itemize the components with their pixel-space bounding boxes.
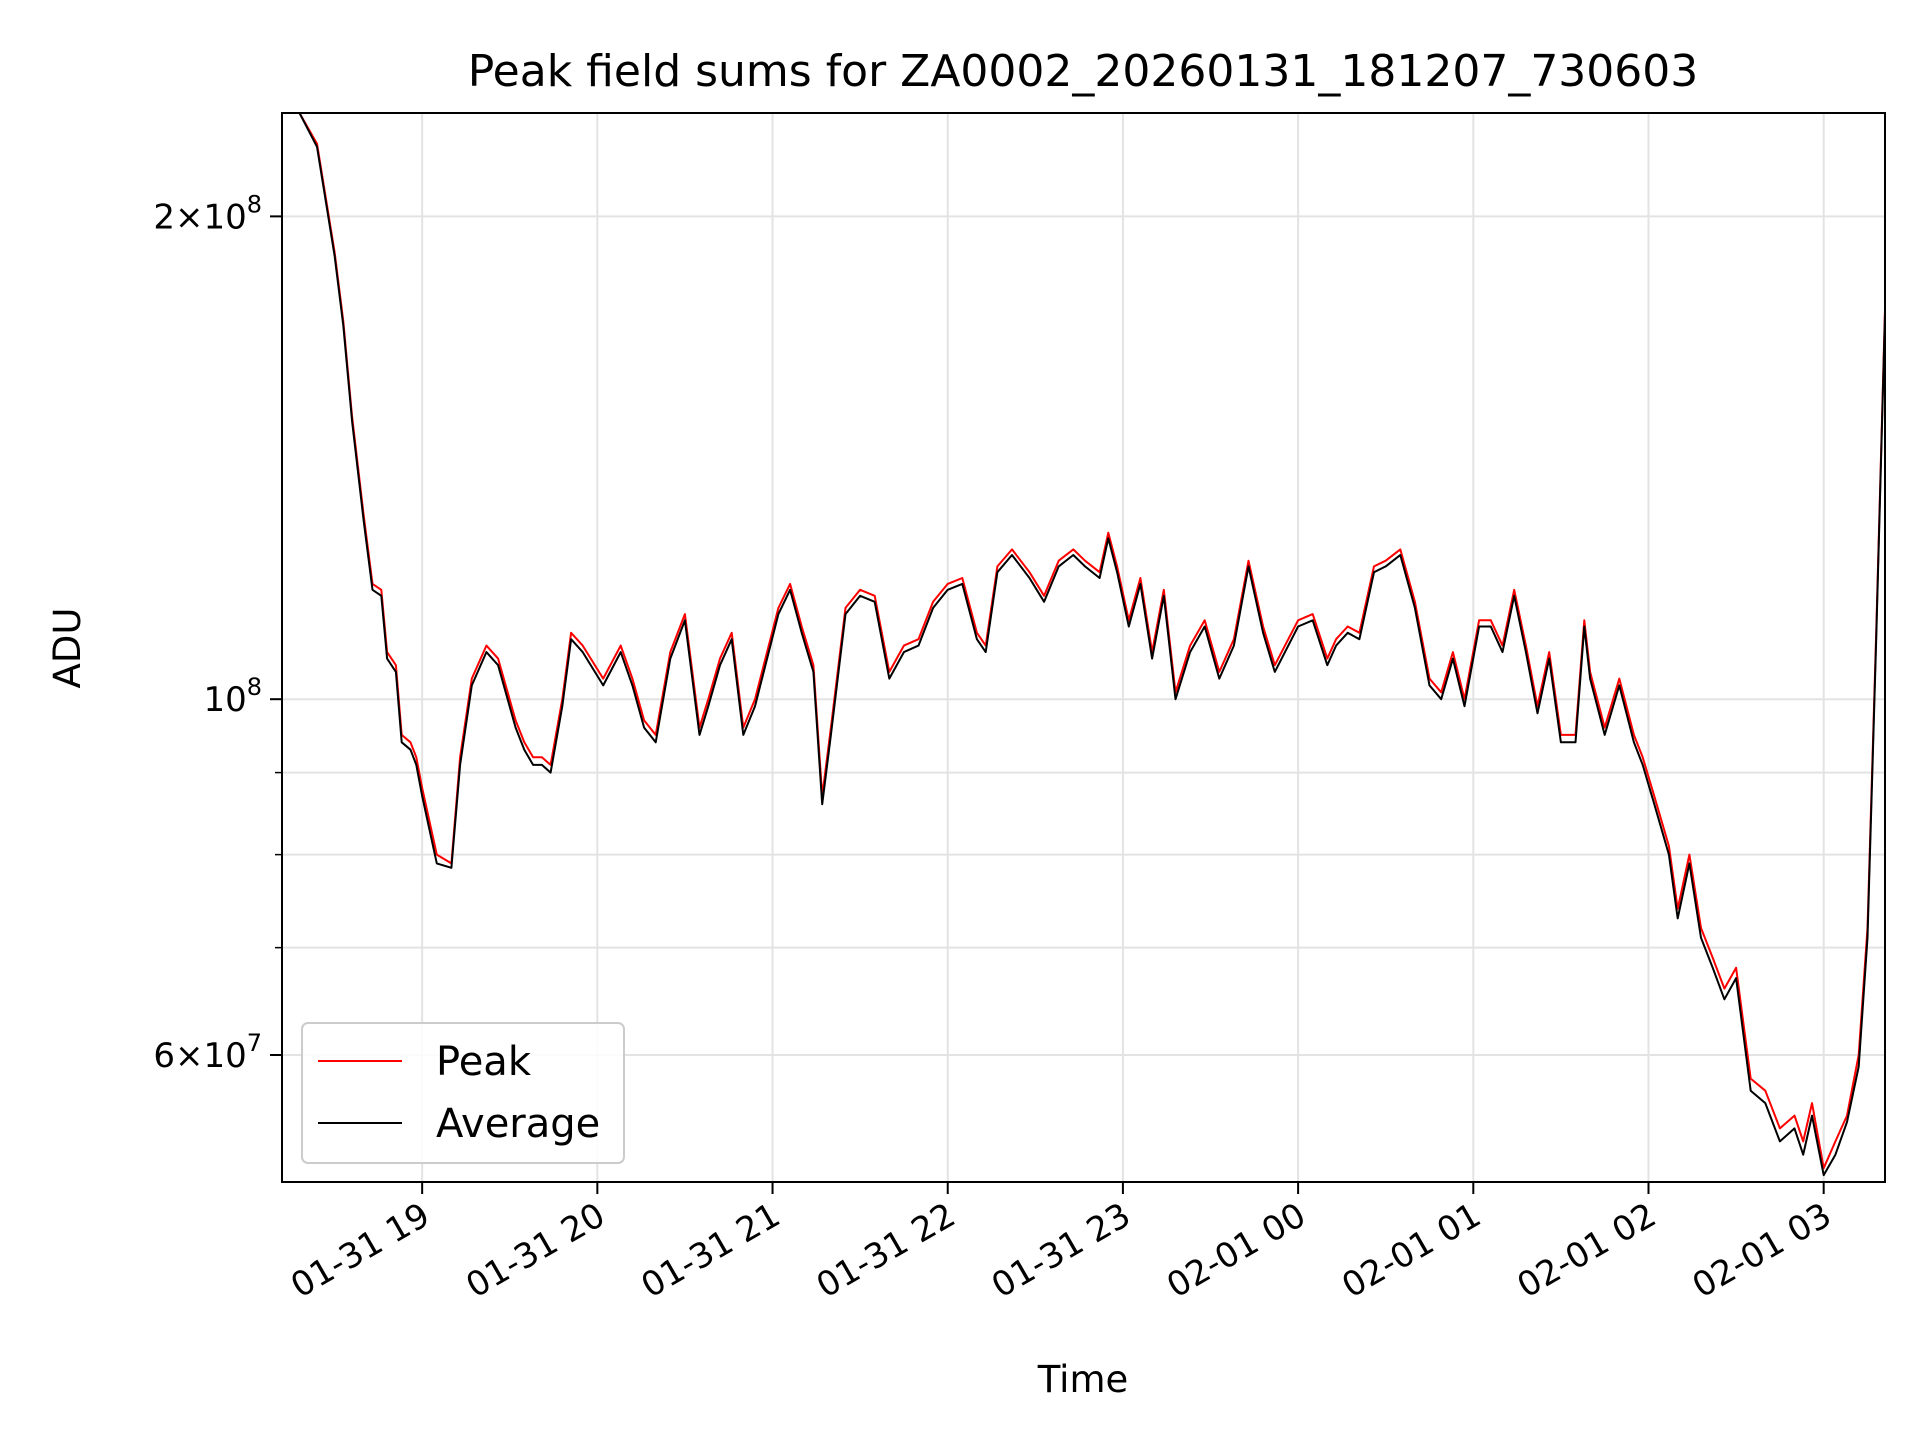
series-line-peak [282,112,1886,1170]
y-tick-label: 6×107 [153,1029,262,1076]
y-axis-label: ADU [46,608,89,689]
legend-label-peak: Peak [436,1039,532,1085]
x-axis-label: Time [1037,1358,1129,1401]
series-line-average [282,112,1886,1177]
legend-box [301,1022,625,1164]
chart-title: Peak field sums for ZA0002_20260131_1812… [468,46,1699,97]
y-tick-label: 108 [203,673,262,720]
legend: Peak Average [301,1022,625,1164]
legend-label-average: Average [436,1101,600,1147]
series-lines [282,112,1886,1177]
y-tick-label: 2×108 [153,190,262,237]
grid-lines [282,113,1885,1182]
y-axis: 6×107 108 2×108 [153,190,282,1076]
plot-frame [281,112,1886,1183]
